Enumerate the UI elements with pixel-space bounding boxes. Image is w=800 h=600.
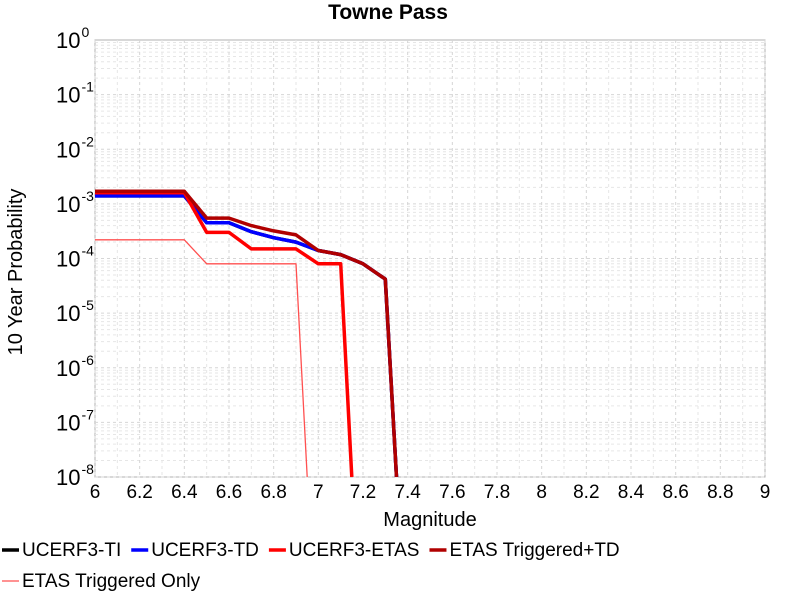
x-tick-label: 8 (536, 482, 547, 503)
legend-entry: UCERF3-ETAS (289, 540, 420, 561)
x-tick-label: 6.8 (260, 482, 286, 503)
x-tick-label: 8.4 (618, 482, 645, 503)
x-tick-label: 7.4 (394, 482, 421, 503)
grid-lines (94, 40, 766, 478)
x-tick-label: 6.6 (216, 482, 242, 503)
x-tick-label: 7.8 (484, 482, 510, 503)
x-tick-label: 8.8 (707, 482, 733, 503)
y-tick-label: 10-2 (56, 133, 94, 162)
x-tick-label: 6.4 (171, 482, 198, 503)
x-axis-label: Magnitude (383, 509, 476, 531)
x-tick-label: 8.2 (573, 482, 599, 503)
legend-entry: UCERF3-TI (22, 540, 121, 561)
y-tick-label: 10-5 (56, 297, 94, 326)
x-tick-label: 7 (313, 482, 324, 503)
x-tick-label: 7.6 (439, 482, 465, 503)
chart-title: Towne Pass (328, 1, 448, 24)
x-tick-label: 6 (90, 482, 101, 503)
legend: UCERF3-TI UCERF3-TD UCERF3-ETAS ETAS Trigge… (2, 540, 620, 592)
series-line-etas-triggered-only (95, 239, 308, 477)
y-axis-label: 10 Year Probability (5, 189, 27, 356)
series-line-etas-triggered-td (95, 189, 399, 477)
x-tick-label: 7.2 (350, 482, 376, 503)
x-tick-label: 6.2 (126, 482, 152, 503)
legend-entry: ETAS Triggered+TD (449, 540, 619, 561)
y-tick-label: 100 (56, 24, 89, 53)
x-axis-ticks: 6 6.2 6.4 6.6 6.8 7 7.2 7.4 7.6 7.8 8 8.2 8.4 8.6 8.8 9 (90, 482, 771, 503)
series-layer (95, 189, 399, 477)
legend-entry: ETAS Triggered Only (22, 571, 201, 592)
legend-entry: UCERF3-TD (151, 540, 259, 561)
x-tick-label: 8.6 (662, 482, 688, 503)
y-tick-label: 10-6 (56, 352, 94, 381)
x-tick-label: 9 (760, 482, 771, 503)
y-axis-ticks: 100 10-1 10-2 10-3 10-4 10-5 10-6 10-7 10-8 (56, 24, 94, 490)
y-tick-label: 10-8 (56, 461, 94, 490)
y-tick-label: 10-3 (56, 188, 94, 217)
y-tick-label: 10-7 (56, 406, 94, 435)
y-tick-label: 10-4 (56, 243, 94, 272)
y-tick-label: 10-1 (56, 79, 94, 108)
